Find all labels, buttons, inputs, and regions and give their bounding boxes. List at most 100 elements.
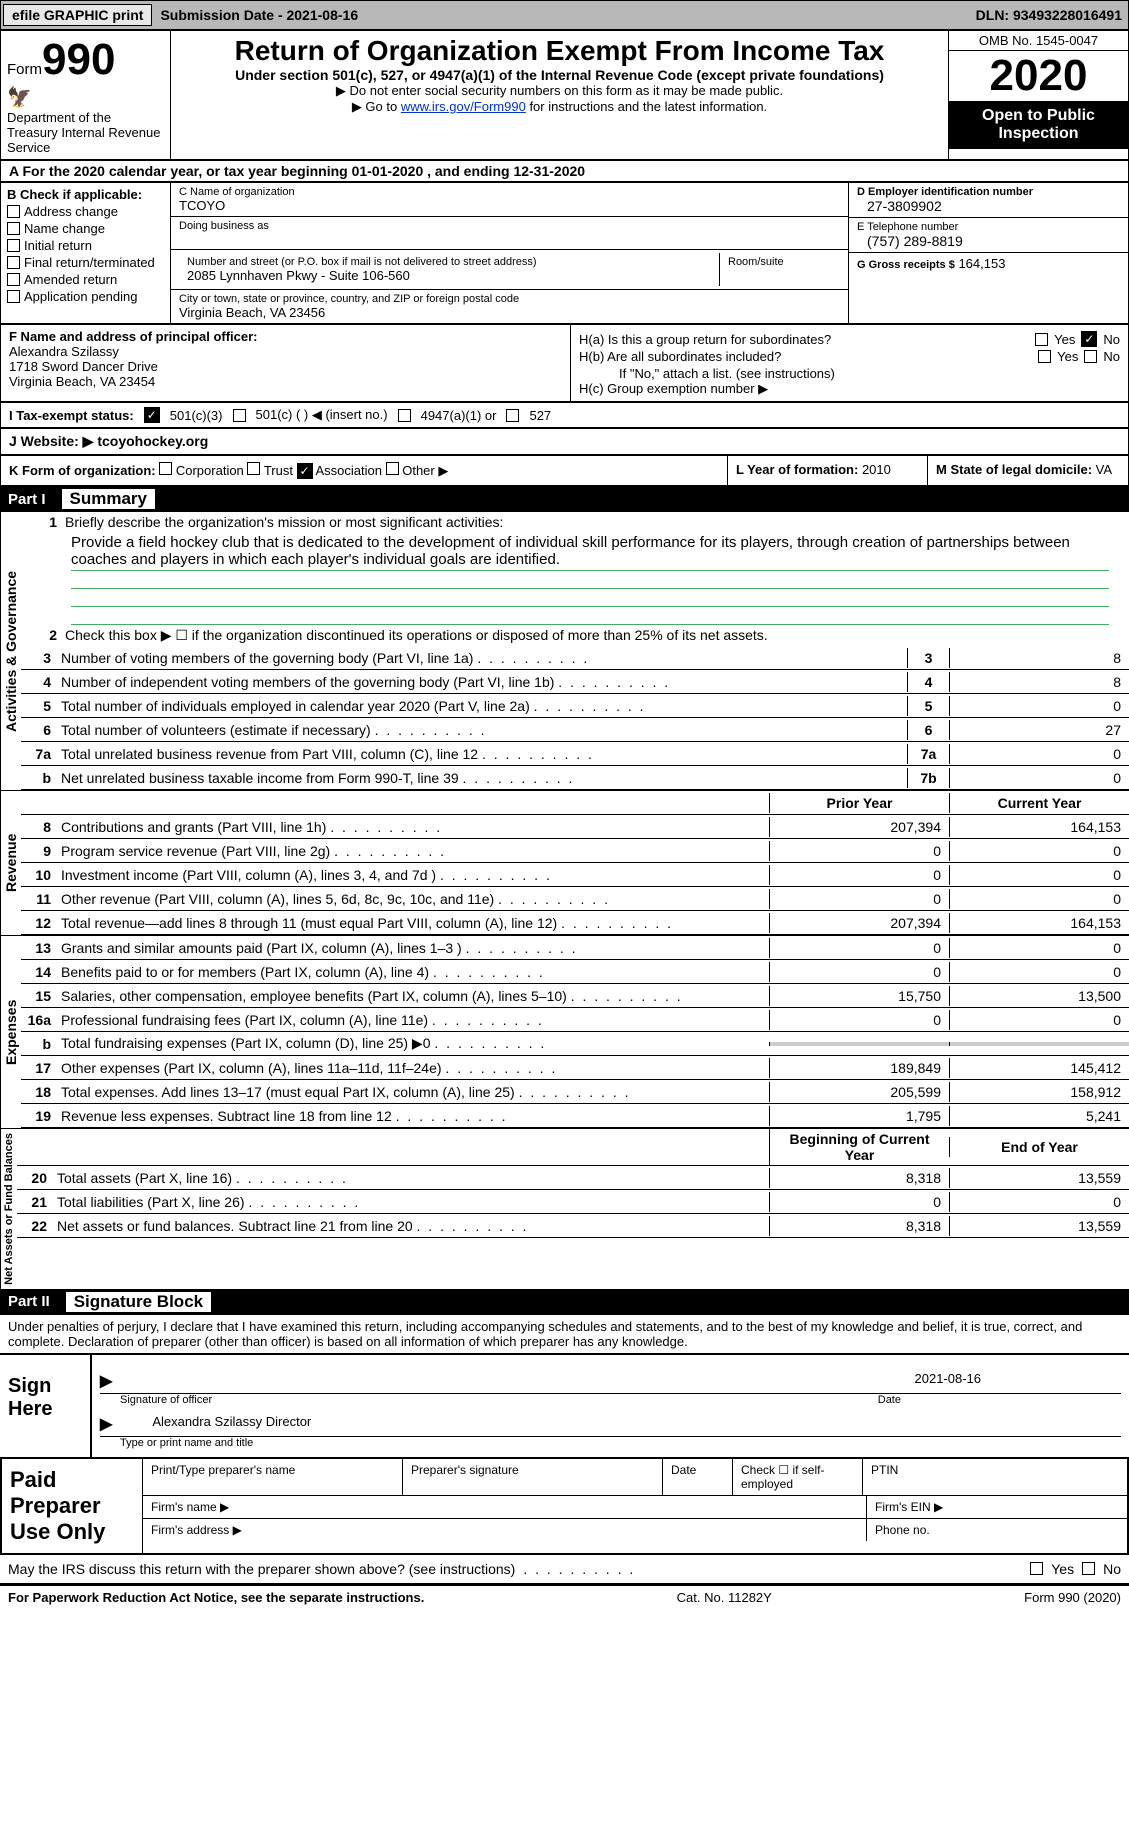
discuss-no-checkbox[interactable] xyxy=(1082,1562,1095,1575)
table-row: bNet unrelated business taxable income f… xyxy=(21,766,1129,790)
checkbox[interactable] xyxy=(7,273,20,286)
col-b-title: B Check if applicable: xyxy=(7,187,164,202)
expenses-sidebar-label: Expenses xyxy=(0,936,21,1128)
formation-year: 2010 xyxy=(862,462,891,477)
form-org-label: K Form of organization: xyxy=(9,463,156,478)
penalties-text: Under penalties of perjury, I declare th… xyxy=(0,1315,1129,1353)
527-checkbox[interactable] xyxy=(506,409,519,422)
checkbox[interactable] xyxy=(7,239,20,252)
street-label: Number and street (or P.O. box if mail i… xyxy=(187,256,711,268)
gross-receipts-label: G Gross receipts $ xyxy=(857,259,955,271)
prior-year-header: Prior Year xyxy=(769,793,949,813)
irs-logo-icon: 🦅 xyxy=(7,85,164,110)
table-row: 18Total expenses. Add lines 13–17 (must … xyxy=(21,1080,1129,1104)
501c-checkbox[interactable] xyxy=(233,409,246,422)
officer-label: F Name and address of principal officer: xyxy=(9,329,562,344)
phone-label: E Telephone number xyxy=(857,221,1120,233)
table-row: 9Program service revenue (Part VIII, lin… xyxy=(21,839,1129,863)
line1-label: Briefly describe the organization's miss… xyxy=(65,514,1121,530)
paid-preparer-label: Paid Preparer Use Only xyxy=(2,1459,142,1553)
4947-checkbox[interactable] xyxy=(398,409,411,422)
gross-receipts-value: 164,153 xyxy=(958,256,1005,271)
checkbox[interactable] xyxy=(7,205,20,218)
table-row: 12Total revenue—add lines 8 through 11 (… xyxy=(21,911,1129,935)
officer-addr2: Virginia Beach, VA 23454 xyxy=(9,374,562,389)
tax-year: 2020 xyxy=(949,51,1128,101)
sign-date: 2021-08-16 xyxy=(915,1371,982,1391)
table-row: 17Other expenses (Part IX, column (A), l… xyxy=(21,1056,1129,1080)
h-b-label: H(b) Are all subordinates included? xyxy=(579,349,781,364)
irs-form-link[interactable]: www.irs.gov/Form990 xyxy=(401,99,526,114)
table-row: 11Other revenue (Part VIII, column (A), … xyxy=(21,887,1129,911)
form-title: Return of Organization Exempt From Incom… xyxy=(179,35,940,67)
mission-text: Provide a field hockey club that is dedi… xyxy=(71,532,1109,571)
officer-name: Alexandra Szilassy xyxy=(9,344,562,359)
end-year-header: End of Year xyxy=(949,1137,1129,1157)
top-toolbar: efile GRAPHIC print Submission Date - 20… xyxy=(0,0,1129,30)
table-row: 5Total number of individuals employed in… xyxy=(21,694,1129,718)
ein-value: 27-3809902 xyxy=(857,198,1120,214)
phone-value: (757) 289-8819 xyxy=(857,233,1120,249)
omb-number: OMB No. 1545-0047 xyxy=(949,31,1128,51)
discuss-label: May the IRS discuss this return with the… xyxy=(8,1561,515,1577)
checkbox[interactable] xyxy=(7,290,20,303)
part2-header: Part II Signature Block xyxy=(0,1289,1129,1315)
domicile-state: VA xyxy=(1096,462,1112,477)
form-label: Form xyxy=(7,61,42,78)
other-checkbox[interactable] xyxy=(386,462,399,475)
submission-date: Submission Date - 2021-08-16 xyxy=(154,7,364,23)
current-year-header: Current Year xyxy=(949,793,1129,813)
corp-checkbox[interactable] xyxy=(159,462,172,475)
efile-print-button[interactable]: efile GRAPHIC print xyxy=(3,4,152,26)
hb-no-checkbox[interactable] xyxy=(1084,350,1097,363)
table-row: 13Grants and similar amounts paid (Part … xyxy=(21,936,1129,960)
checkbox[interactable] xyxy=(7,256,20,269)
signer-name: Alexandra Szilassy Director xyxy=(152,1414,311,1434)
revenue-sidebar-label: Revenue xyxy=(0,791,21,935)
table-row: 22Net assets or fund balances. Subtract … xyxy=(17,1214,1129,1238)
ein-label: D Employer identification number xyxy=(857,186,1120,198)
form-subtitle: Under section 501(c), 527, or 4947(a)(1)… xyxy=(179,67,940,83)
table-row: 6Total number of volunteers (estimate if… xyxy=(21,718,1129,742)
discuss-yes-checkbox[interactable] xyxy=(1030,1562,1043,1575)
line2-label: Check this box ▶ ☐ if the organization d… xyxy=(65,627,1121,644)
checkbox[interactable] xyxy=(7,222,20,235)
col-b-checkboxes: B Check if applicable: Address changeNam… xyxy=(1,183,171,323)
department-label: Department of the Treasury Internal Reve… xyxy=(7,110,164,155)
city-label: City or town, state or province, country… xyxy=(179,293,840,305)
ha-yes-checkbox[interactable] xyxy=(1035,333,1048,346)
table-row: 10Investment income (Part VIII, column (… xyxy=(21,863,1129,887)
assoc-checkbox[interactable]: ✓ xyxy=(297,463,313,479)
form-number: 990 xyxy=(42,35,115,84)
ha-no-checkbox[interactable]: ✓ xyxy=(1081,331,1097,347)
501c3-checkbox[interactable]: ✓ xyxy=(144,407,160,423)
officer-addr1: 1718 Sword Dancer Drive xyxy=(9,359,562,374)
trust-checkbox[interactable] xyxy=(247,462,260,475)
beginning-year-header: Beginning of Current Year xyxy=(769,1129,949,1165)
room-label: Room/suite xyxy=(728,256,832,268)
table-row: 4Number of independent voting members of… xyxy=(21,670,1129,694)
table-row: bTotal fundraising expenses (Part IX, co… xyxy=(21,1032,1129,1056)
hb-yes-checkbox[interactable] xyxy=(1038,350,1051,363)
inspection-label: Open to Public Inspection xyxy=(949,101,1128,149)
form-footer: Form 990 (2020) xyxy=(1024,1590,1121,1605)
h-c-label: H(c) Group exemption number ▶ xyxy=(579,381,1120,397)
dln-label: DLN: 93493228016491 xyxy=(970,7,1128,23)
website-value: tcoyohockey.org xyxy=(97,433,208,449)
row-a-tax-year: A For the 2020 calendar year, or tax yea… xyxy=(0,160,1129,182)
h-a-label: H(a) Is this a group return for subordin… xyxy=(579,332,831,347)
part1-header: Part I Summary xyxy=(0,486,1129,512)
table-row: 15Salaries, other compensation, employee… xyxy=(21,984,1129,1008)
arrow-icon: ▶ xyxy=(100,1414,112,1434)
paperwork-notice: For Paperwork Reduction Act Notice, see … xyxy=(8,1590,424,1605)
form-header: Form990 🦅 Department of the Treasury Int… xyxy=(0,30,1129,160)
table-row: 7aTotal unrelated business revenue from … xyxy=(21,742,1129,766)
org-name: TCOYO xyxy=(179,198,840,213)
table-row: 20Total assets (Part X, line 16) 8,31813… xyxy=(17,1166,1129,1190)
form-note1: ▶ Do not enter social security numbers o… xyxy=(179,83,940,99)
netassets-sidebar-label: Net Assets or Fund Balances xyxy=(0,1129,17,1289)
sign-here-label: Sign Here xyxy=(0,1355,90,1457)
cat-no: Cat. No. 11282Y xyxy=(677,1590,772,1605)
tax-exempt-label: I Tax-exempt status: xyxy=(9,408,134,423)
table-row: 3Number of voting members of the governi… xyxy=(21,646,1129,670)
